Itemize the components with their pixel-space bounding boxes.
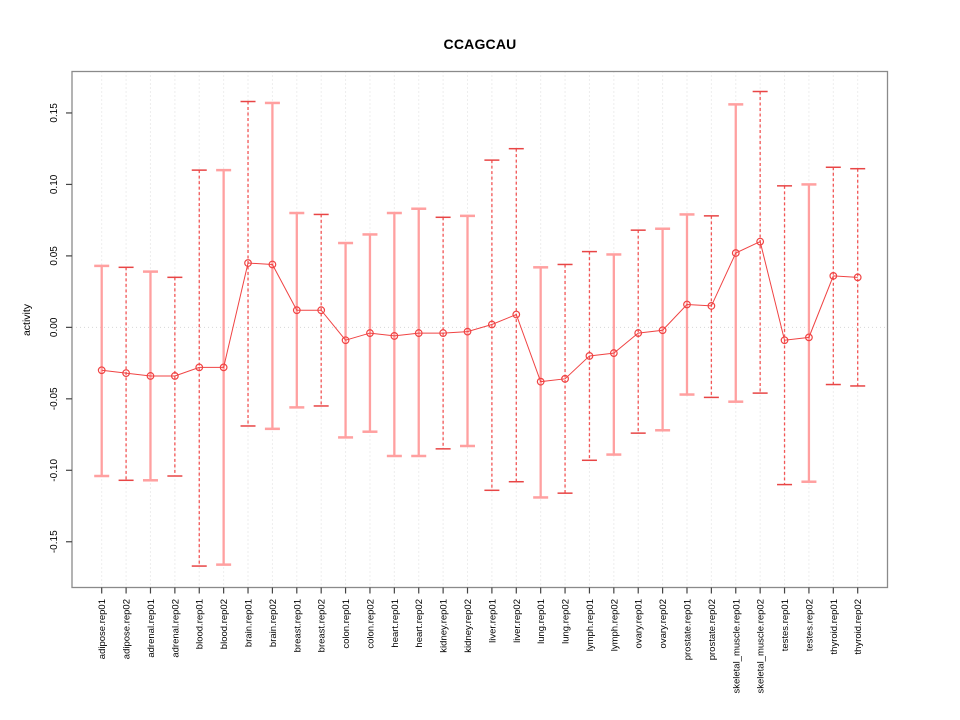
x-category-label: adrenal.rep01 [146,599,157,658]
data-point-marker [658,326,667,335]
data-point-marker [122,369,130,377]
x-category-label: adrenal.rep02 [170,599,181,658]
x-category-label: kidney.rep01 [439,599,450,653]
x-category-label: lymph.rep02 [609,599,620,651]
data-point-marker [707,302,716,310]
x-category-label: brain.rep02 [268,599,279,647]
data-point-marker [366,329,374,337]
x-category-label: kidney.rep02 [463,599,474,653]
x-category-label: skeletal_muscle.rep02 [756,599,767,694]
x-category-label: breast.rep01 [292,599,303,652]
x-category-label: skeletal_muscle.rep01 [731,599,742,694]
data-point-marker [414,329,423,337]
series-line [101,240,858,383]
data-point-marker [512,310,521,319]
data-point-marker [170,372,179,380]
data-point-marker [536,377,545,386]
x-category-label: colon.rep02 [365,599,376,649]
x-category-label: colon.rep01 [341,599,352,649]
x-category-label: ovary.rep02 [658,599,669,648]
data-point-marker [585,352,594,360]
x-category-label: heart.rep02 [414,599,425,648]
x-category-label: prostate.rep02 [707,599,718,660]
y-tick-label: -0.05 [49,387,60,410]
x-category-label: liver.rep01 [487,599,498,643]
data-point-marker [195,363,204,372]
x-category-label: adipose.rep01 [97,599,108,659]
x-category-label: blood.rep02 [219,599,230,649]
y-tick-label: 0.15 [49,103,60,123]
data-point-marker [756,237,765,246]
x-category-label: thyroid.rep02 [853,599,864,654]
x-category-label: lung.rep01 [536,599,547,644]
data-point-marker [853,273,862,282]
data-point-marker [244,259,252,267]
x-category-label: prostate.rep01 [682,599,693,660]
data-point-marker [146,372,155,380]
data-point-marker [317,306,326,315]
data-point-marker [805,333,813,342]
data-point-marker [634,329,643,337]
data-point-marker [609,349,618,357]
x-category-label: testes.rep01 [780,599,791,651]
x-category-label: adipose.rep02 [122,599,133,659]
y-tick-label: -0.15 [49,530,60,553]
data-point-marker [268,260,277,269]
x-category-label: heart.rep01 [390,599,401,648]
chart-title: CCAGCAU [443,36,517,52]
x-category-label: brain.rep01 [244,599,255,647]
data-point-marker [292,306,301,315]
x-category-label: breast.rep02 [317,599,328,652]
x-category-label: liver.rep02 [512,599,523,643]
x-category-label: testes.rep02 [804,599,815,651]
x-category-label: lung.rep02 [561,599,572,644]
data-point-marker [683,300,691,309]
x-category-label: ovary.rep01 [634,599,645,648]
data-point-marker [97,366,106,375]
y-tick-label: 0.05 [49,246,60,266]
data-point-marker [780,336,789,345]
x-category-label: thyroid.rep01 [829,599,840,654]
y-tick-label: 0.10 [49,174,60,194]
x-category-label: blood.rep01 [195,599,206,649]
data-point-marker [561,374,569,383]
data-point-marker [341,336,350,345]
data-point-marker [439,329,448,337]
data-point-marker [829,271,838,280]
y-tick-label: -0.10 [49,458,60,481]
data-point-marker [487,320,496,329]
x-category-label: lymph.rep01 [585,599,596,651]
data-point-marker [463,327,472,336]
data-point-marker [390,332,399,340]
data-point-marker [219,363,228,372]
plot-border [71,70,889,589]
y-tick-label: 0.00 [49,317,60,337]
data-point-marker [731,249,740,257]
